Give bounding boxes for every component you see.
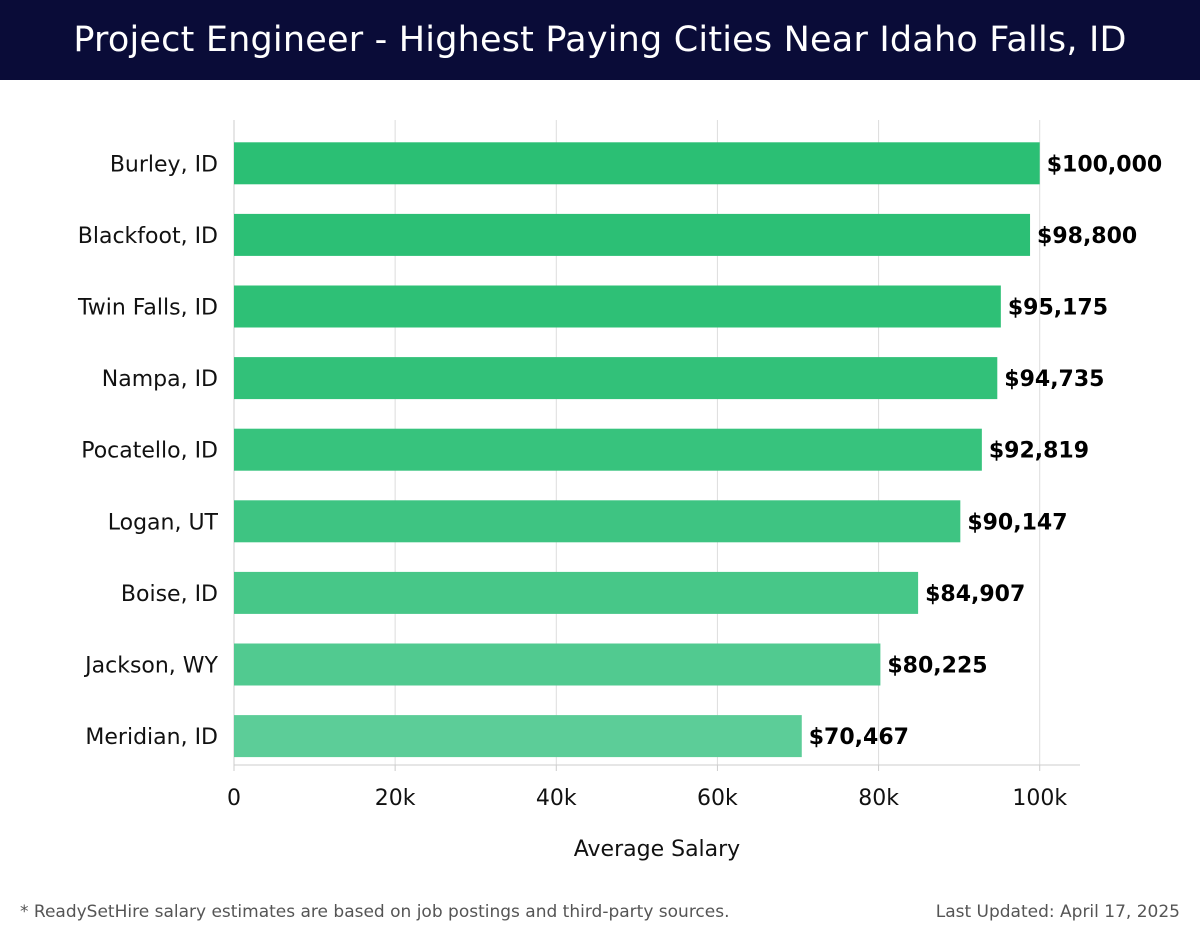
x-tick-label: 0 (227, 786, 241, 811)
category-label: Blackfoot, ID (78, 224, 218, 249)
bar (234, 285, 1001, 328)
chart-title: Project Engineer - Highest Paying Cities… (73, 20, 1127, 60)
footer-note: * ReadySetHire salary estimates are base… (20, 902, 730, 922)
x-tick-label: 20k (375, 786, 416, 811)
x-tick-label: 100k (1012, 786, 1067, 811)
category-label: Burley, ID (110, 152, 218, 177)
value-label: $90,147 (967, 510, 1067, 535)
chart-header: Project Engineer - Highest Paying Cities… (0, 0, 1200, 80)
bar (234, 142, 1040, 185)
value-label: $98,800 (1037, 224, 1137, 249)
x-tick-label: 60k (697, 786, 738, 811)
bar (234, 357, 998, 400)
value-label: $95,175 (1008, 296, 1108, 321)
bar (234, 643, 881, 686)
bar-chart: Burley, ID $100,000 Blackfoot, ID $98,800 Tw… (77, 120, 1163, 862)
bar (234, 213, 1031, 256)
value-label: $84,907 (925, 582, 1025, 607)
bar (234, 500, 961, 543)
category-label: Logan, UT (108, 510, 219, 535)
last-updated: Last Updated: April 17, 2025 (935, 902, 1180, 922)
category-label: Twin Falls, ID (77, 296, 218, 321)
bar (234, 428, 982, 471)
value-label: $100,000 (1047, 152, 1163, 177)
value-label: $94,735 (1004, 367, 1104, 392)
x-tick-label: 80k (858, 786, 899, 811)
category-label: Jackson, WY (83, 654, 218, 679)
x-tick-label: 40k (536, 786, 577, 811)
category-label: Boise, ID (121, 582, 218, 607)
bar (234, 571, 919, 614)
value-label: $80,225 (887, 654, 987, 679)
category-label: Meridian, ID (85, 725, 218, 750)
x-axis-title: Average Salary (574, 837, 740, 862)
value-label: $70,467 (809, 725, 909, 750)
value-label: $92,819 (989, 439, 1089, 464)
category-label: Pocatello, ID (81, 439, 218, 464)
bar (234, 715, 802, 758)
category-label: Nampa, ID (102, 367, 218, 392)
